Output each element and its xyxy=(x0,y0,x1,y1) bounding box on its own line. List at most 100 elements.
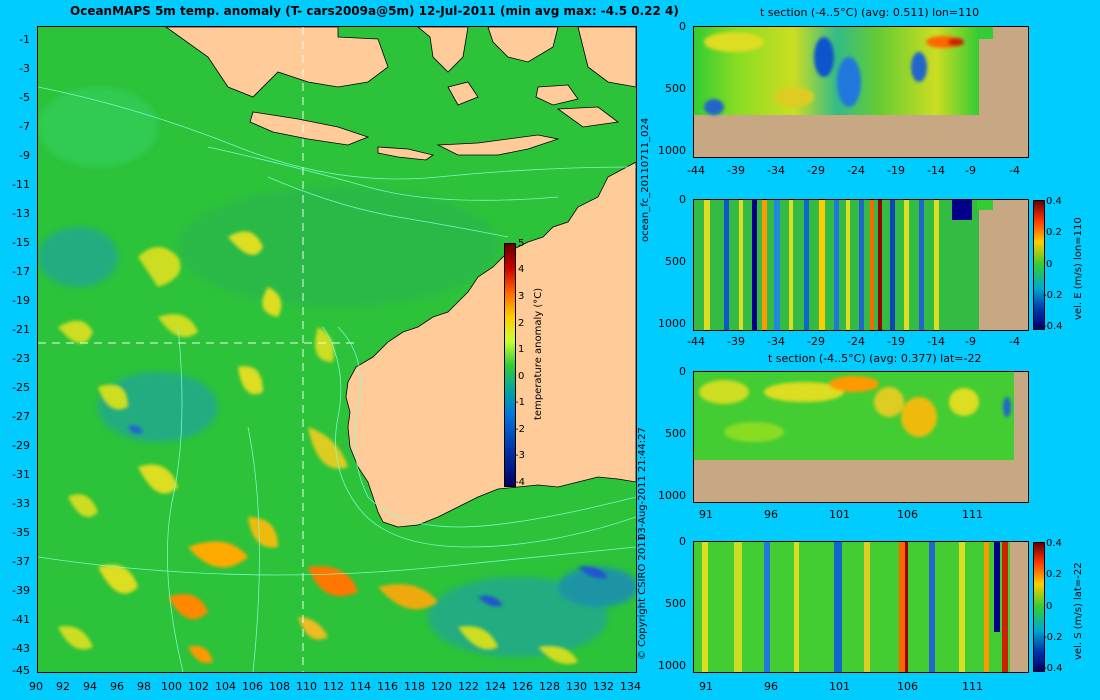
lon-tick: 102 xyxy=(188,680,209,693)
velocity-colorbar-2-label: vel. S (m/s) lat=-22 xyxy=(1073,562,1084,660)
x-tick: -44 xyxy=(687,335,705,348)
cb-tick: 0 xyxy=(1046,259,1053,270)
copyright-label: © Copyright CSIRO 2011 xyxy=(637,535,648,660)
velocity-colorbar-1 xyxy=(1033,200,1045,330)
cb-tick: -0.2 xyxy=(1043,290,1063,301)
colorbar-tick: -4 xyxy=(515,477,525,488)
panel3-y-axis: 0 500 1000 xyxy=(658,365,690,505)
velocity-colorbar-1-ticks: 0.4 0.2 0 -0.2 -0.4 xyxy=(1043,196,1070,332)
lat-tick: -43 xyxy=(12,642,30,655)
lat-tick: -17 xyxy=(12,265,30,278)
cb-tick: 0.2 xyxy=(1046,569,1062,580)
x-tick: -39 xyxy=(727,335,745,348)
panel1-title: t section (-4..5°C) (avg: 0.511) lon=110 xyxy=(760,6,980,19)
lat-tick: -19 xyxy=(12,294,30,307)
x-tick: 106 xyxy=(897,680,918,693)
lon-tick: 96 xyxy=(110,680,124,693)
lon-tick: 112 xyxy=(323,680,344,693)
x-tick: 111 xyxy=(962,508,983,521)
y-tick: 1000 xyxy=(658,317,686,330)
section-panel-3 xyxy=(693,371,1029,503)
colorbar-tick: 5 xyxy=(518,238,525,249)
lat-tick: -7 xyxy=(19,120,30,133)
y-tick: 0 xyxy=(679,365,686,378)
x-tick: -24 xyxy=(847,335,865,348)
x-tick: 96 xyxy=(764,508,778,521)
colorbar-tick: -1 xyxy=(515,397,525,408)
x-tick: -9 xyxy=(965,335,976,348)
map-lat-axis: -1 -3 -5 -7 -9 -11 -13 -15 -17 -19 -21 -… xyxy=(0,26,36,677)
x-tick: -24 xyxy=(847,164,865,177)
section-panel-1 xyxy=(693,26,1029,158)
y-tick: 500 xyxy=(665,427,686,440)
colorbar-tick: 0 xyxy=(518,371,525,382)
lon-tick: 116 xyxy=(377,680,398,693)
lon-tick: 132 xyxy=(593,680,614,693)
panel4-y-axis: 0 500 1000 xyxy=(658,535,690,675)
lon-tick: 94 xyxy=(83,680,97,693)
cb-tick: -0.4 xyxy=(1043,321,1063,332)
y-tick: 1000 xyxy=(658,489,686,502)
lon-tick: 108 xyxy=(269,680,290,693)
velocity-colorbar-2-ticks: 0.4 0.2 0 -0.2 -0.4 xyxy=(1043,538,1070,674)
lat-tick: -35 xyxy=(12,526,30,539)
lat-tick: -33 xyxy=(12,497,30,510)
colorbar-tick: 2 xyxy=(518,318,525,329)
colorbar-tick: -2 xyxy=(515,424,525,435)
lon-tick: 122 xyxy=(458,680,479,693)
lat-tick: -3 xyxy=(19,62,30,75)
colorbar-tick: 3 xyxy=(518,291,525,302)
lat-tick: -37 xyxy=(12,555,30,568)
x-tick: 96 xyxy=(764,680,778,693)
lon-tick: 124 xyxy=(485,680,506,693)
x-tick: -14 xyxy=(927,164,945,177)
lat-tick: -27 xyxy=(12,410,30,423)
velocity-colorbar-2 xyxy=(1033,542,1045,672)
x-tick: 111 xyxy=(962,680,983,693)
lat-tick: -1 xyxy=(19,33,30,46)
lat-tick: -41 xyxy=(12,613,30,626)
lon-tick: 118 xyxy=(404,680,425,693)
cb-tick: -0.2 xyxy=(1043,632,1063,643)
lat-tick: -15 xyxy=(12,236,30,249)
x-tick: -19 xyxy=(887,164,905,177)
colorbar-ticks: 5 4 3 2 1 0 -1 -2 -3 -4 xyxy=(515,238,532,490)
lat-tick: -23 xyxy=(12,352,30,365)
y-tick: 500 xyxy=(665,255,686,268)
y-tick: 500 xyxy=(665,82,686,95)
lat-tick: -25 xyxy=(12,381,30,394)
lat-tick: -13 xyxy=(12,207,30,220)
lat-tick: -39 xyxy=(12,584,30,597)
panel2-x-axis: -44 -39 -34 -29 -24 -19 -14 -9 -4 xyxy=(687,335,1033,351)
y-tick: 500 xyxy=(665,597,686,610)
run-label: ocean_fc_20110711_024 xyxy=(640,117,651,242)
panel4-x-axis: 91 96 101 106 111 xyxy=(693,680,1033,696)
x-tick: -34 xyxy=(767,335,785,348)
temperature-anomaly-map xyxy=(37,26,637,673)
lon-tick: 90 xyxy=(29,680,43,693)
y-tick: 1000 xyxy=(658,659,686,672)
timestamp-label: 03-Aug-2011 21:44:27 xyxy=(637,427,648,540)
lat-tick: -45 xyxy=(12,664,30,677)
lat-tick: -29 xyxy=(12,439,30,452)
map-title: OceanMAPS 5m temp. anomaly (T- cars2009a… xyxy=(70,4,679,18)
cb-tick: -0.4 xyxy=(1043,663,1063,674)
lon-tick: 134 xyxy=(620,680,641,693)
lon-tick: 110 xyxy=(296,680,317,693)
x-tick: 91 xyxy=(699,508,713,521)
x-tick: 101 xyxy=(829,680,850,693)
x-tick: -29 xyxy=(807,164,825,177)
lon-tick: 100 xyxy=(161,680,182,693)
velocity-colorbar-1-label: vel. E (m/s) lon=110 xyxy=(1073,217,1084,320)
lon-tick: 98 xyxy=(137,680,151,693)
velocity-panel-4 xyxy=(693,541,1029,673)
lat-tick: -5 xyxy=(19,91,30,104)
colorbar-label: temperature anomaly (°C) xyxy=(533,287,544,420)
panel3-title: t section (-4..5°C) (avg: 0.377) lat=-22 xyxy=(768,352,982,365)
lat-tick: -11 xyxy=(12,178,30,191)
x-tick: -19 xyxy=(887,335,905,348)
temperature-colorbar xyxy=(504,243,516,487)
x-tick: -4 xyxy=(1009,164,1020,177)
x-tick: 91 xyxy=(699,680,713,693)
map-lon-axis: 90 92 94 96 98 100 102 104 106 108 110 1… xyxy=(29,674,647,694)
